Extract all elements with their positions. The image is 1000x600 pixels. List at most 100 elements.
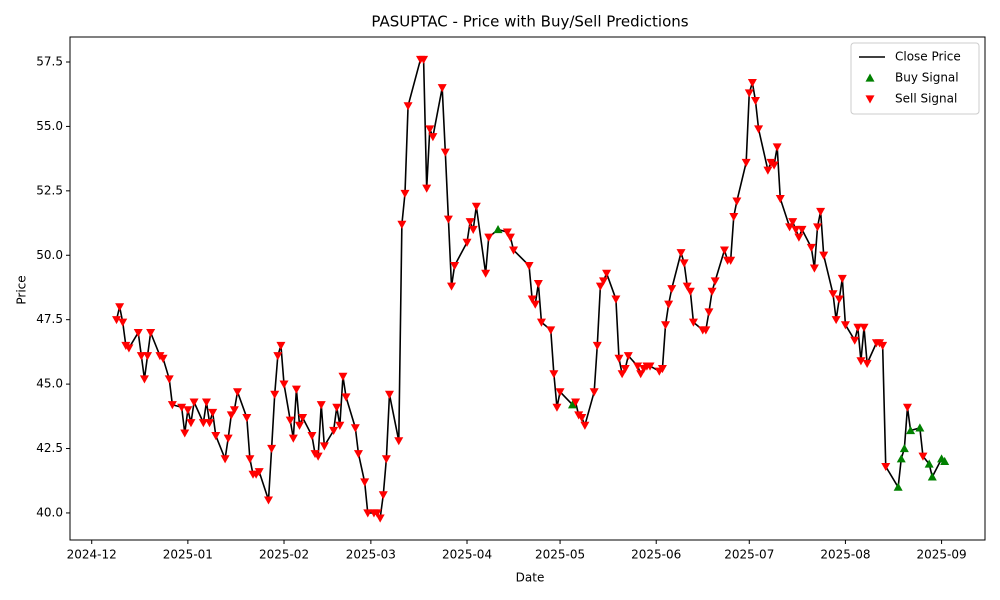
- x-tick-label: 2025-08: [820, 548, 870, 562]
- signal-marker: [124, 344, 134, 353]
- signal-marker: [254, 468, 264, 477]
- signal-marker: [319, 442, 329, 451]
- signal-marker: [276, 341, 286, 350]
- signal-marker: [372, 509, 382, 518]
- signal-marker: [617, 370, 627, 379]
- signal-marker: [567, 400, 577, 409]
- signal-marker: [679, 259, 689, 268]
- signal-marker: [288, 434, 298, 443]
- signal-marker: [704, 308, 714, 317]
- x-tick-label: 2025-01: [163, 548, 213, 562]
- signal-marker: [229, 406, 239, 415]
- signal-marker: [115, 303, 125, 312]
- signal-marker: [180, 429, 190, 438]
- signal-marker: [381, 455, 391, 464]
- signal-marker: [422, 184, 432, 193]
- signal-marker: [853, 323, 863, 332]
- signal-marker: [657, 365, 667, 374]
- y-tick-label: 45.0: [36, 377, 63, 391]
- signal-marker: [902, 403, 912, 412]
- y-tick-label: 55.0: [36, 119, 63, 133]
- signal-marker: [893, 482, 903, 491]
- signal-marker: [633, 362, 643, 371]
- signal-marker: [279, 380, 289, 389]
- signal-marker: [350, 424, 360, 433]
- signal-marker: [589, 388, 599, 397]
- signal-marker: [707, 287, 717, 296]
- legend-symbol: [865, 95, 875, 104]
- signal-marker: [527, 295, 537, 304]
- signal-marker: [834, 295, 844, 304]
- x-tick-label: 2025-03: [346, 548, 396, 562]
- signal-marker: [440, 148, 450, 157]
- signal-marker: [856, 357, 866, 366]
- signal-marker: [136, 352, 146, 361]
- y-tick-label: 50.0: [36, 248, 63, 262]
- signal-marker: [378, 491, 388, 500]
- signal-marker: [685, 287, 695, 296]
- signal-marker: [530, 300, 540, 309]
- signal-marker: [927, 472, 937, 481]
- plot-frame: [69, 36, 986, 541]
- signal-marker: [450, 261, 460, 271]
- signal-marker: [419, 55, 429, 64]
- signal-marker: [332, 403, 342, 412]
- signal-marker: [598, 277, 608, 286]
- signal-marker: [763, 166, 773, 175]
- signal-marker: [397, 220, 407, 229]
- signal-marker: [223, 434, 233, 443]
- signal-marker: [201, 398, 211, 407]
- signal-marker: [208, 408, 218, 417]
- signal-marker: [896, 454, 906, 463]
- signal-marker: [754, 125, 764, 134]
- signal-marker: [143, 352, 153, 361]
- signal-marker: [403, 102, 413, 111]
- legend-symbol: [865, 73, 875, 82]
- signal-marker: [549, 370, 559, 379]
- signal-marker: [437, 84, 447, 93]
- signal-marker: [769, 161, 779, 170]
- signal-marker: [878, 341, 888, 350]
- signal-marker: [353, 450, 363, 459]
- signal-marker: [682, 282, 692, 291]
- signal-marker: [813, 223, 823, 232]
- signal-marker: [242, 413, 252, 423]
- signal-marker: [316, 401, 326, 410]
- signal-marker: [661, 321, 671, 330]
- y-tick-label: 52.5: [36, 183, 63, 197]
- signal-marker: [425, 125, 435, 134]
- y-tick-label: 42.5: [36, 441, 63, 455]
- signal-marker: [167, 401, 177, 410]
- signal-marker: [443, 215, 453, 224]
- signal-marker: [524, 261, 534, 271]
- x-tick-label: 2025-04: [442, 548, 492, 562]
- signal-marker: [220, 455, 230, 464]
- signal-marker: [940, 456, 950, 466]
- signal-marker: [484, 233, 494, 242]
- signal-marker: [701, 326, 711, 335]
- signal-marker: [112, 316, 122, 325]
- signal-marker: [211, 432, 221, 441]
- x-tick-label: 2025-06: [631, 548, 681, 562]
- signal-marker: [592, 341, 602, 350]
- signal-marker: [775, 194, 785, 204]
- signal-marker: [375, 514, 385, 523]
- y-axis-label: Price: [15, 275, 29, 304]
- signal-marker: [688, 318, 698, 327]
- signal-marker: [794, 233, 804, 242]
- signal-marker: [850, 336, 860, 345]
- signal-marker: [636, 370, 646, 379]
- signal-marker: [400, 189, 410, 198]
- signal-marker: [620, 365, 630, 374]
- signal-marker: [667, 285, 677, 294]
- signal-marker: [270, 390, 280, 399]
- signal-marker: [471, 202, 481, 211]
- x-tick-label: 2025-05: [535, 548, 585, 562]
- signal-marker: [158, 354, 168, 363]
- signal-marker: [719, 246, 729, 255]
- signal-marker: [307, 432, 317, 441]
- signal-marker: [298, 413, 308, 423]
- signal-marker: [580, 421, 590, 430]
- signal-marker: [164, 375, 174, 384]
